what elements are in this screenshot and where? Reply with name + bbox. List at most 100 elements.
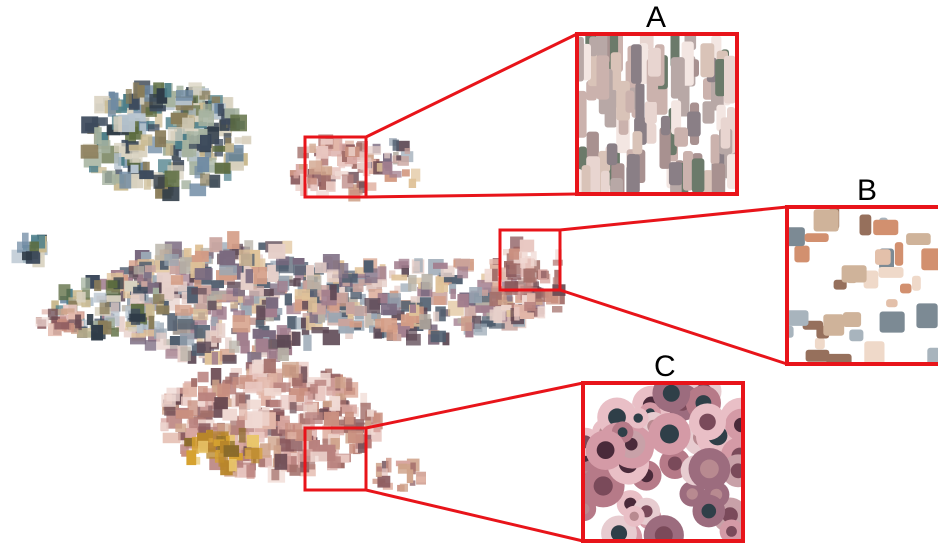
thumbnail-glyph <box>357 141 368 155</box>
thumbnail-glyph <box>185 428 198 441</box>
thumbnail-glyph <box>132 82 140 99</box>
thumbnail-glyph <box>287 432 297 440</box>
thumbnail-glyph <box>303 454 316 470</box>
thumbnail-glyph <box>239 249 253 266</box>
thumbnail-glyph <box>293 171 299 179</box>
thumbnail-glyph <box>129 313 146 322</box>
thumbnail-glyph <box>251 360 263 374</box>
thumbnail-glyph <box>164 170 180 187</box>
thumbnail-glyph <box>156 332 167 350</box>
thumbnail-glyph <box>329 396 341 411</box>
thumbnail-glyph <box>114 142 126 153</box>
thumbnail-glyph <box>141 281 148 292</box>
thumbnail-glyph <box>392 139 399 151</box>
thumbnail-glyph <box>130 164 139 174</box>
thumbnail-glyph <box>455 258 470 269</box>
thumbnail-glyph <box>181 396 192 406</box>
thumbnail-glyph <box>128 113 146 122</box>
thumbnail-glyph <box>272 308 283 315</box>
thumbnail-glyph <box>198 392 216 402</box>
thumbnail-glyph <box>260 393 271 406</box>
thumbnail-glyph <box>295 184 304 191</box>
thumbnail-glyph <box>355 152 368 163</box>
thumbnail-glyph <box>263 288 274 297</box>
thumbnail-glyph <box>140 134 153 146</box>
thumbnail-glyph <box>116 316 125 332</box>
thumbnail-glyph <box>252 328 263 339</box>
thumbnail-glyph <box>307 177 317 185</box>
thumbnail-glyph <box>440 265 455 278</box>
zoom-ring-hole <box>633 413 643 423</box>
thumbnail-glyph <box>204 157 217 173</box>
thumbnail-glyph <box>235 392 246 407</box>
thumbnail-glyph <box>430 330 446 343</box>
thumbnail-glyph <box>514 306 520 321</box>
thumbnail-glyph <box>139 123 147 137</box>
thumbnail-glyph <box>322 254 340 272</box>
thumbnail-glyph <box>35 317 50 327</box>
thumbnail-glyph <box>256 305 266 320</box>
thumbnail-glyph <box>406 324 418 341</box>
thumbnail-glyph <box>342 150 347 162</box>
thumbnail-glyph <box>102 321 112 335</box>
thumbnail-glyph <box>22 251 32 261</box>
thumbnail-glyph <box>200 410 214 418</box>
thumbnail-glyph <box>367 409 374 417</box>
thumbnail-glyph <box>128 265 139 278</box>
thumbnail-glyph <box>79 319 89 334</box>
thumbnail-glyph <box>449 275 463 285</box>
thumbnail-glyph <box>410 296 420 303</box>
callout-a <box>303 32 739 199</box>
thumbnail-glyph <box>133 266 145 275</box>
thumbnail-glyph <box>227 281 244 289</box>
thumbnail-glyph <box>209 237 223 253</box>
thumbnail-glyph <box>114 153 122 170</box>
thumbnail-glyph <box>180 444 189 454</box>
thumbnail-glyph <box>130 337 147 345</box>
thumbnail-glyph <box>94 280 102 292</box>
thumbnail-glyph <box>386 331 397 341</box>
thumbnail-glyph <box>457 294 469 308</box>
zoom-thumbnail <box>878 267 904 278</box>
thumbnail-glyph <box>289 170 298 177</box>
thumbnail-glyph <box>521 307 535 317</box>
thumbnail-glyph <box>519 239 535 253</box>
thumbnail-glyph <box>372 412 383 430</box>
thumbnail-glyph <box>310 451 328 462</box>
thumbnail-glyph <box>321 174 331 189</box>
thumbnail-glyph <box>167 127 183 141</box>
thumbnail-glyph <box>326 181 336 192</box>
connector-b-bottom <box>559 288 788 366</box>
thumbnail-glyph <box>119 171 132 189</box>
zoom-thumbnail <box>596 55 610 100</box>
thumbnail-glyph <box>251 266 267 285</box>
thumbnail-glyph <box>249 291 260 304</box>
thumbnail-glyph <box>186 450 197 466</box>
thumbnail-glyph <box>301 328 310 336</box>
thumbnail-glyph <box>191 378 198 387</box>
thumbnail-glyph <box>86 314 94 325</box>
thumbnail-glyph <box>346 378 353 391</box>
thumbnail-glyph <box>309 309 318 323</box>
thumbnail-glyph <box>330 438 340 450</box>
thumbnail-glyph <box>156 305 170 315</box>
zoom-thumbnail <box>727 154 737 189</box>
thumbnail-glyph <box>153 294 165 304</box>
thumbnail-glyph <box>474 323 487 336</box>
zoom-thumbnail <box>577 90 587 138</box>
thumbnail-glyph <box>223 445 240 457</box>
thumbnail-glyph <box>220 272 237 280</box>
zoom-thumbnail <box>906 233 931 245</box>
zoom-thumbnail <box>864 341 885 364</box>
zoom-ring-hole <box>596 441 615 459</box>
thumbnail-glyph <box>509 264 522 275</box>
thumbnail-glyph <box>433 262 448 269</box>
thumbnail-glyph <box>196 134 211 151</box>
thumbnail-glyph <box>334 376 346 389</box>
thumbnail-glyph <box>320 138 333 145</box>
thumbnail-glyph <box>225 337 232 351</box>
thumbnail-glyph <box>106 295 121 302</box>
thumbnail-glyph <box>187 286 198 304</box>
zoom-ring-hole <box>726 526 737 537</box>
thumbnail-glyph <box>360 402 371 421</box>
